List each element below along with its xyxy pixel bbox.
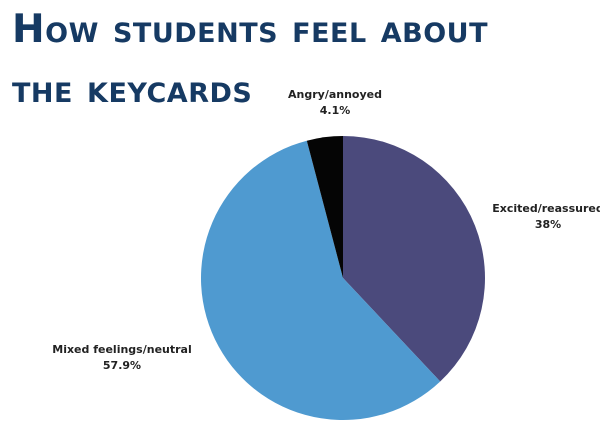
pie-slice-mixed-feelings-neutral <box>200 140 441 421</box>
chart-title-line-1: How students feel about <box>12 7 489 52</box>
pie-labels: Excited/reassured 38% Mixed feelings/neu… <box>52 88 600 372</box>
pie-slices <box>200 135 486 421</box>
pie-slice-excited-reassured <box>343 135 486 382</box>
pie-slice-angry-annoyed <box>306 136 343 278</box>
slice-label-mixed-neutral: Mixed feelings/neutral <box>52 343 192 356</box>
slice-value-mixed-neutral: 57.9% <box>103 359 141 372</box>
chart-title-line-2: the keycards <box>12 67 253 112</box>
slice-label-excited-reassured: Excited/reassured <box>492 202 600 215</box>
slice-value-excited-reassured: 38% <box>535 218 561 231</box>
slice-value-angry-annoyed: 4.1% <box>320 104 351 117</box>
slice-label-angry-annoyed: Angry/annoyed <box>288 88 382 101</box>
